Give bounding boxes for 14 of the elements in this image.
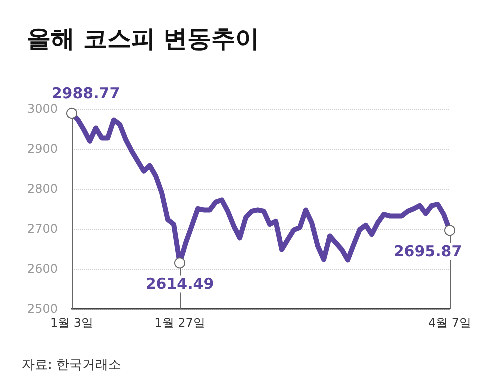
y-tick-label: 2700	[27, 222, 58, 236]
chart-title: 올해 코스피 변동추이	[27, 25, 260, 53]
x-tick-label: 4월 7일	[428, 316, 472, 330]
text: 자료: 한국거래소	[22, 358, 122, 373]
annotation: 2614.49	[146, 275, 214, 294]
annotation: 2988.77	[52, 84, 120, 102]
x-tick-label: 1월 3일	[50, 316, 94, 330]
y-tick-label: 2600	[27, 262, 58, 276]
y-tick-label: 2800	[27, 182, 58, 196]
annotation: 2695.87	[394, 242, 462, 261]
x-tick-label: 1월 27일	[154, 316, 206, 330]
y-tick-label: 2500	[27, 302, 58, 316]
y-tick-label: 2900	[27, 142, 58, 156]
y-tick-label: 3000	[27, 102, 58, 116]
